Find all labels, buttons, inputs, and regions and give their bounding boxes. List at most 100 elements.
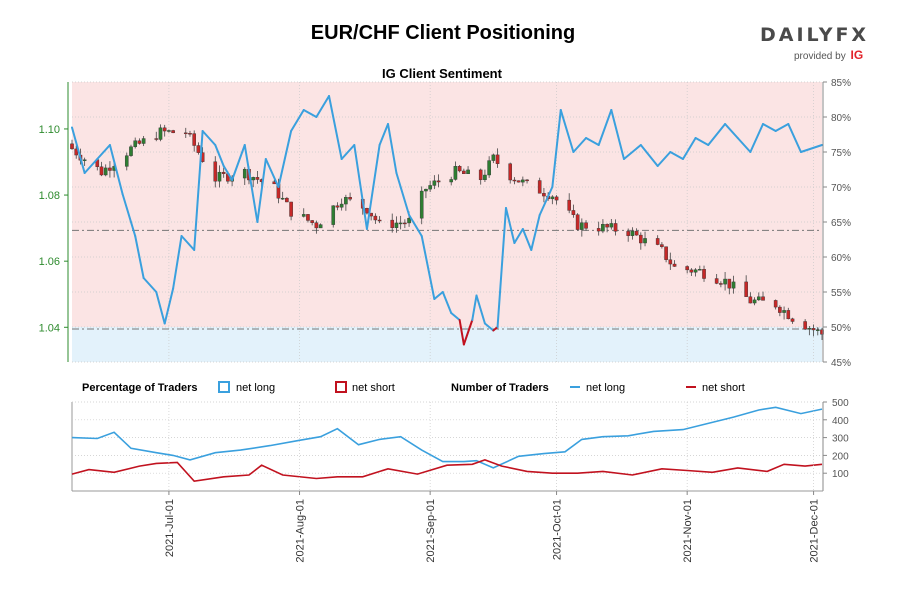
percent-net-long-segment <box>496 207 507 328</box>
traders-tick-label: 400 <box>832 416 849 427</box>
price-candle <box>702 269 706 279</box>
price-candle <box>403 222 407 225</box>
main-axes: 1.04 1.06 1.08 1.10 45% 50% 55% 60% 65% 70% 75% 80%… <box>39 78 852 369</box>
price-candle <box>335 205 340 208</box>
percent-net-long-segment <box>450 312 461 321</box>
percent-net-long-segment <box>762 123 777 132</box>
percent-net-long-segment <box>513 228 524 244</box>
percent-net-long-segment <box>172 235 183 290</box>
percent-net-long-segment <box>799 144 823 153</box>
price-candle <box>487 160 491 176</box>
price-grid <box>72 81 822 363</box>
price-candle <box>731 281 736 289</box>
percent-net-long-segment <box>108 144 124 195</box>
percent-net-long-segment <box>378 123 390 146</box>
traders-tick-label: 500 <box>832 398 849 409</box>
percent-net-long-segment <box>669 151 684 160</box>
price-candle <box>167 130 171 132</box>
percent-net-long-segment <box>433 291 444 300</box>
price-candle <box>807 328 812 330</box>
price-candle <box>154 138 159 140</box>
price-candle <box>141 138 146 144</box>
price-candle <box>394 222 399 228</box>
price-candle <box>390 219 395 228</box>
price-candle <box>605 224 609 228</box>
legend-net-long-swatch <box>218 381 230 393</box>
price-candle <box>630 230 635 236</box>
percent-net-long-segment <box>724 123 739 139</box>
percent-net-long-segment <box>71 126 86 174</box>
percent-net-long-segment <box>264 158 280 188</box>
date-tick-label: 2021-Sep-01 <box>425 499 437 563</box>
price-candle <box>516 180 521 183</box>
percent-net-long-segment <box>707 123 727 146</box>
price-candle <box>373 215 378 221</box>
page-title: EUR/CHF Client Positioning <box>310 22 576 44</box>
price-candle <box>310 220 314 223</box>
percent-net-long-segment <box>559 109 575 153</box>
percent-net-long-segment <box>774 123 790 132</box>
percent-net-long-segment <box>475 294 486 325</box>
price-candle <box>495 154 500 164</box>
price-candle <box>601 224 605 232</box>
price-candle <box>815 329 820 331</box>
percent-net-long-segment <box>639 144 659 167</box>
traders-panel: 100 200 300 400 500 <box>71 398 849 492</box>
price-candle <box>689 269 694 273</box>
price-candle <box>803 321 807 330</box>
price-candle <box>192 133 196 146</box>
percent-net-long-segment <box>483 322 495 332</box>
price-candle <box>693 269 698 273</box>
legend-num-title: Number of Traders <box>451 382 549 394</box>
price-candle <box>196 145 201 153</box>
price-candle <box>289 201 293 217</box>
percent-net-long-segment <box>222 165 234 181</box>
price-candle <box>466 169 470 175</box>
percent-net-long-segment <box>243 144 259 223</box>
price-candle <box>314 222 319 229</box>
date-tick-label: 2021-Aug-01 <box>295 499 307 563</box>
price-candle <box>609 223 614 228</box>
right-axis-tick-label: 60% <box>831 253 851 264</box>
right-axis-tick-label: 80% <box>831 113 851 124</box>
price-candle <box>550 196 555 200</box>
price-candle <box>685 266 689 271</box>
percent-net-long-segment <box>420 235 436 300</box>
price-candle <box>575 214 580 230</box>
percent-net-long-segment <box>408 214 423 237</box>
price-candle <box>761 296 765 301</box>
price-candle <box>580 222 584 230</box>
net-long-zone <box>72 327 822 362</box>
price-candle <box>508 163 513 181</box>
percent-net-long-segment <box>530 214 541 251</box>
legend-pct-title: Percentage of Traders <box>82 382 198 394</box>
price-candle <box>778 306 782 313</box>
price-candle <box>672 263 677 267</box>
legend: Percentage of Traders net long net short… <box>82 381 745 394</box>
legend-num-long-label: net long <box>586 382 625 394</box>
percent-net-long-segment <box>551 109 562 188</box>
reference-lines <box>72 229 822 330</box>
percent-net-long-segment <box>572 137 588 153</box>
price-candle <box>698 269 702 271</box>
left-axis-tick-label: 1.08 <box>39 190 60 202</box>
traders-series-net-long <box>71 406 823 469</box>
price-candle <box>462 170 466 175</box>
percent-net-long-segment <box>749 123 765 153</box>
dailyfx-logo: DAILYFX provided by IG <box>760 24 870 62</box>
percent-net-long-segment <box>694 137 710 146</box>
percent-net-long-segment <box>134 235 145 279</box>
percent-net-long-segment <box>395 172 411 216</box>
price-candle <box>748 296 753 304</box>
price-candle <box>790 318 795 322</box>
price-candle <box>251 177 255 181</box>
price-candle <box>756 296 761 301</box>
price-candle <box>419 190 424 219</box>
traders-tick-label: 200 <box>832 451 849 462</box>
percent-net-long-segment <box>163 287 175 325</box>
right-axis-tick-label: 85% <box>831 78 851 89</box>
percent-net-long-segment <box>597 109 613 146</box>
price-candle <box>217 171 222 182</box>
percent-net-long-segment <box>256 158 267 223</box>
percent-net-long-segment <box>387 123 398 174</box>
